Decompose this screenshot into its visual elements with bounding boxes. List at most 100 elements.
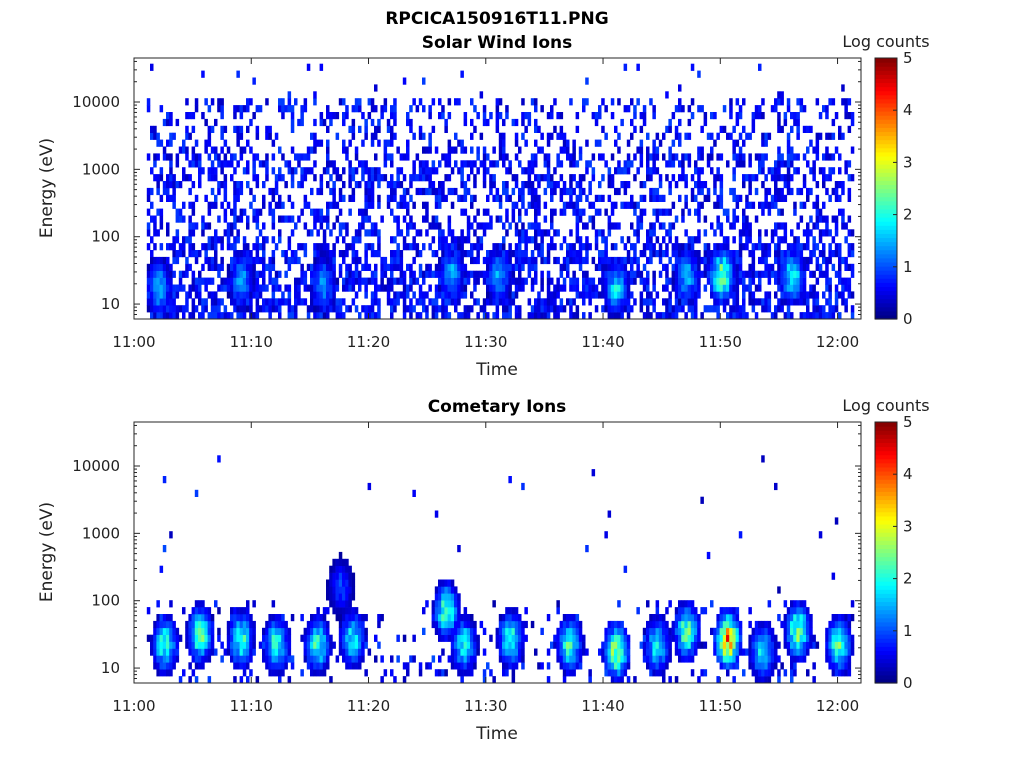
heatmap-cell [313, 620, 317, 629]
heatmap-cell [847, 215, 852, 223]
heatmap-cell [172, 627, 176, 635]
heatmap-cell [678, 250, 682, 258]
heatmap-cell [620, 181, 624, 189]
heatmap-cell [594, 118, 599, 127]
heatmap-cell [607, 284, 612, 292]
heatmap-cell [614, 222, 618, 230]
heatmap-cell [316, 648, 320, 656]
heatmap-cell [614, 284, 618, 292]
heatmap-cell [486, 208, 490, 216]
heatmap-cell [188, 641, 192, 649]
heatmap-cell [610, 669, 615, 677]
heatmap-cell [396, 263, 400, 271]
heatmap-cell [265, 662, 269, 670]
heatmap-cell [806, 641, 810, 649]
heatmap-cell [678, 263, 682, 271]
heatmap-cell [553, 98, 557, 106]
heatmap-cell [546, 160, 551, 168]
heatmap-cell [812, 243, 816, 251]
heatmap-cell [742, 270, 746, 278]
heatmap-cell [146, 98, 151, 106]
heatmap-cell [684, 607, 688, 615]
heatmap-cell [754, 312, 759, 320]
heatmap-cell [450, 593, 455, 601]
heatmap-cell [246, 256, 250, 265]
heatmap-cell [191, 229, 196, 237]
heatmap-cell [658, 222, 663, 230]
heatmap-cell [546, 676, 551, 684]
heatmap-cell [434, 620, 439, 629]
heatmap-cell [246, 655, 250, 663]
heatmap-cell [764, 627, 768, 635]
heatmap-cell [271, 256, 276, 265]
heatmap-cell [764, 634, 768, 642]
heatmap-cell [847, 160, 852, 168]
heatmap-cell [534, 215, 538, 223]
heatmap-cell [546, 243, 551, 251]
heatmap-cell [447, 112, 452, 120]
heatmap-cell [623, 256, 628, 265]
heatmap-cell [706, 194, 711, 202]
colorbar-segment [875, 265, 897, 271]
heatmap-cell [559, 641, 564, 649]
heatmap-cell [303, 284, 308, 292]
heatmap-cell [572, 620, 576, 629]
heatmap-cell [738, 132, 743, 140]
heatmap-cell [649, 187, 653, 196]
heatmap-cell [604, 160, 608, 168]
heatmap-cell [556, 634, 560, 642]
heatmap-cell [380, 614, 384, 622]
heatmap-cell [575, 662, 580, 670]
heatmap-cell [508, 284, 512, 292]
heatmap-cell [300, 112, 304, 120]
heatmap-cell [351, 125, 356, 133]
heatmap-cell [319, 263, 324, 271]
heatmap-cell [329, 291, 333, 299]
heatmap-cell [626, 655, 631, 663]
heatmap-cell [748, 284, 752, 292]
heatmap-cell [489, 263, 493, 271]
heatmap-cell [828, 305, 832, 313]
heatmap-cell [393, 291, 397, 299]
heatmap-cell [306, 167, 311, 175]
heatmap-cell [828, 298, 832, 306]
heatmap-cell [156, 669, 160, 677]
heatmap-cell [694, 620, 698, 629]
heatmap-cell [764, 669, 768, 677]
heatmap-cell [182, 607, 186, 615]
heatmap-cell [546, 291, 551, 299]
heatmap-cell [777, 641, 781, 649]
heatmap-cell [655, 153, 660, 161]
heatmap-cell [735, 256, 740, 265]
heatmap-cell [246, 222, 250, 230]
heatmap-cell [166, 312, 170, 320]
heatmap-cell [799, 256, 804, 265]
heatmap-cell [201, 305, 205, 313]
heatmap-cell [786, 291, 791, 299]
heatmap-cell [585, 194, 589, 202]
heatmap-cell [450, 250, 455, 258]
heatmap-cell [831, 655, 836, 663]
heatmap-cell [655, 669, 660, 677]
heatmap-cell [377, 174, 381, 182]
heatmap-cell [505, 634, 509, 642]
heatmap-cell [415, 298, 420, 306]
heatmap-cell [338, 270, 343, 278]
heatmap-cell [207, 263, 212, 271]
heatmap-cell [370, 118, 375, 127]
heatmap-cell [274, 277, 279, 285]
heatmap-cell [313, 291, 317, 299]
heatmap-cell [767, 648, 772, 656]
heatmap-cell [505, 669, 509, 677]
heatmap-cell [428, 662, 432, 670]
heatmap-cell [377, 620, 381, 629]
heatmap-cell [639, 298, 644, 306]
heatmap-cell [726, 641, 730, 649]
heatmap-cell [678, 132, 682, 140]
heatmap-cell [482, 208, 487, 216]
heatmap-cell [175, 229, 180, 237]
heatmap-cell [447, 593, 452, 601]
heatmap-cell [543, 153, 548, 161]
heatmap-cell [201, 222, 205, 230]
heatmap-cell [262, 236, 266, 244]
